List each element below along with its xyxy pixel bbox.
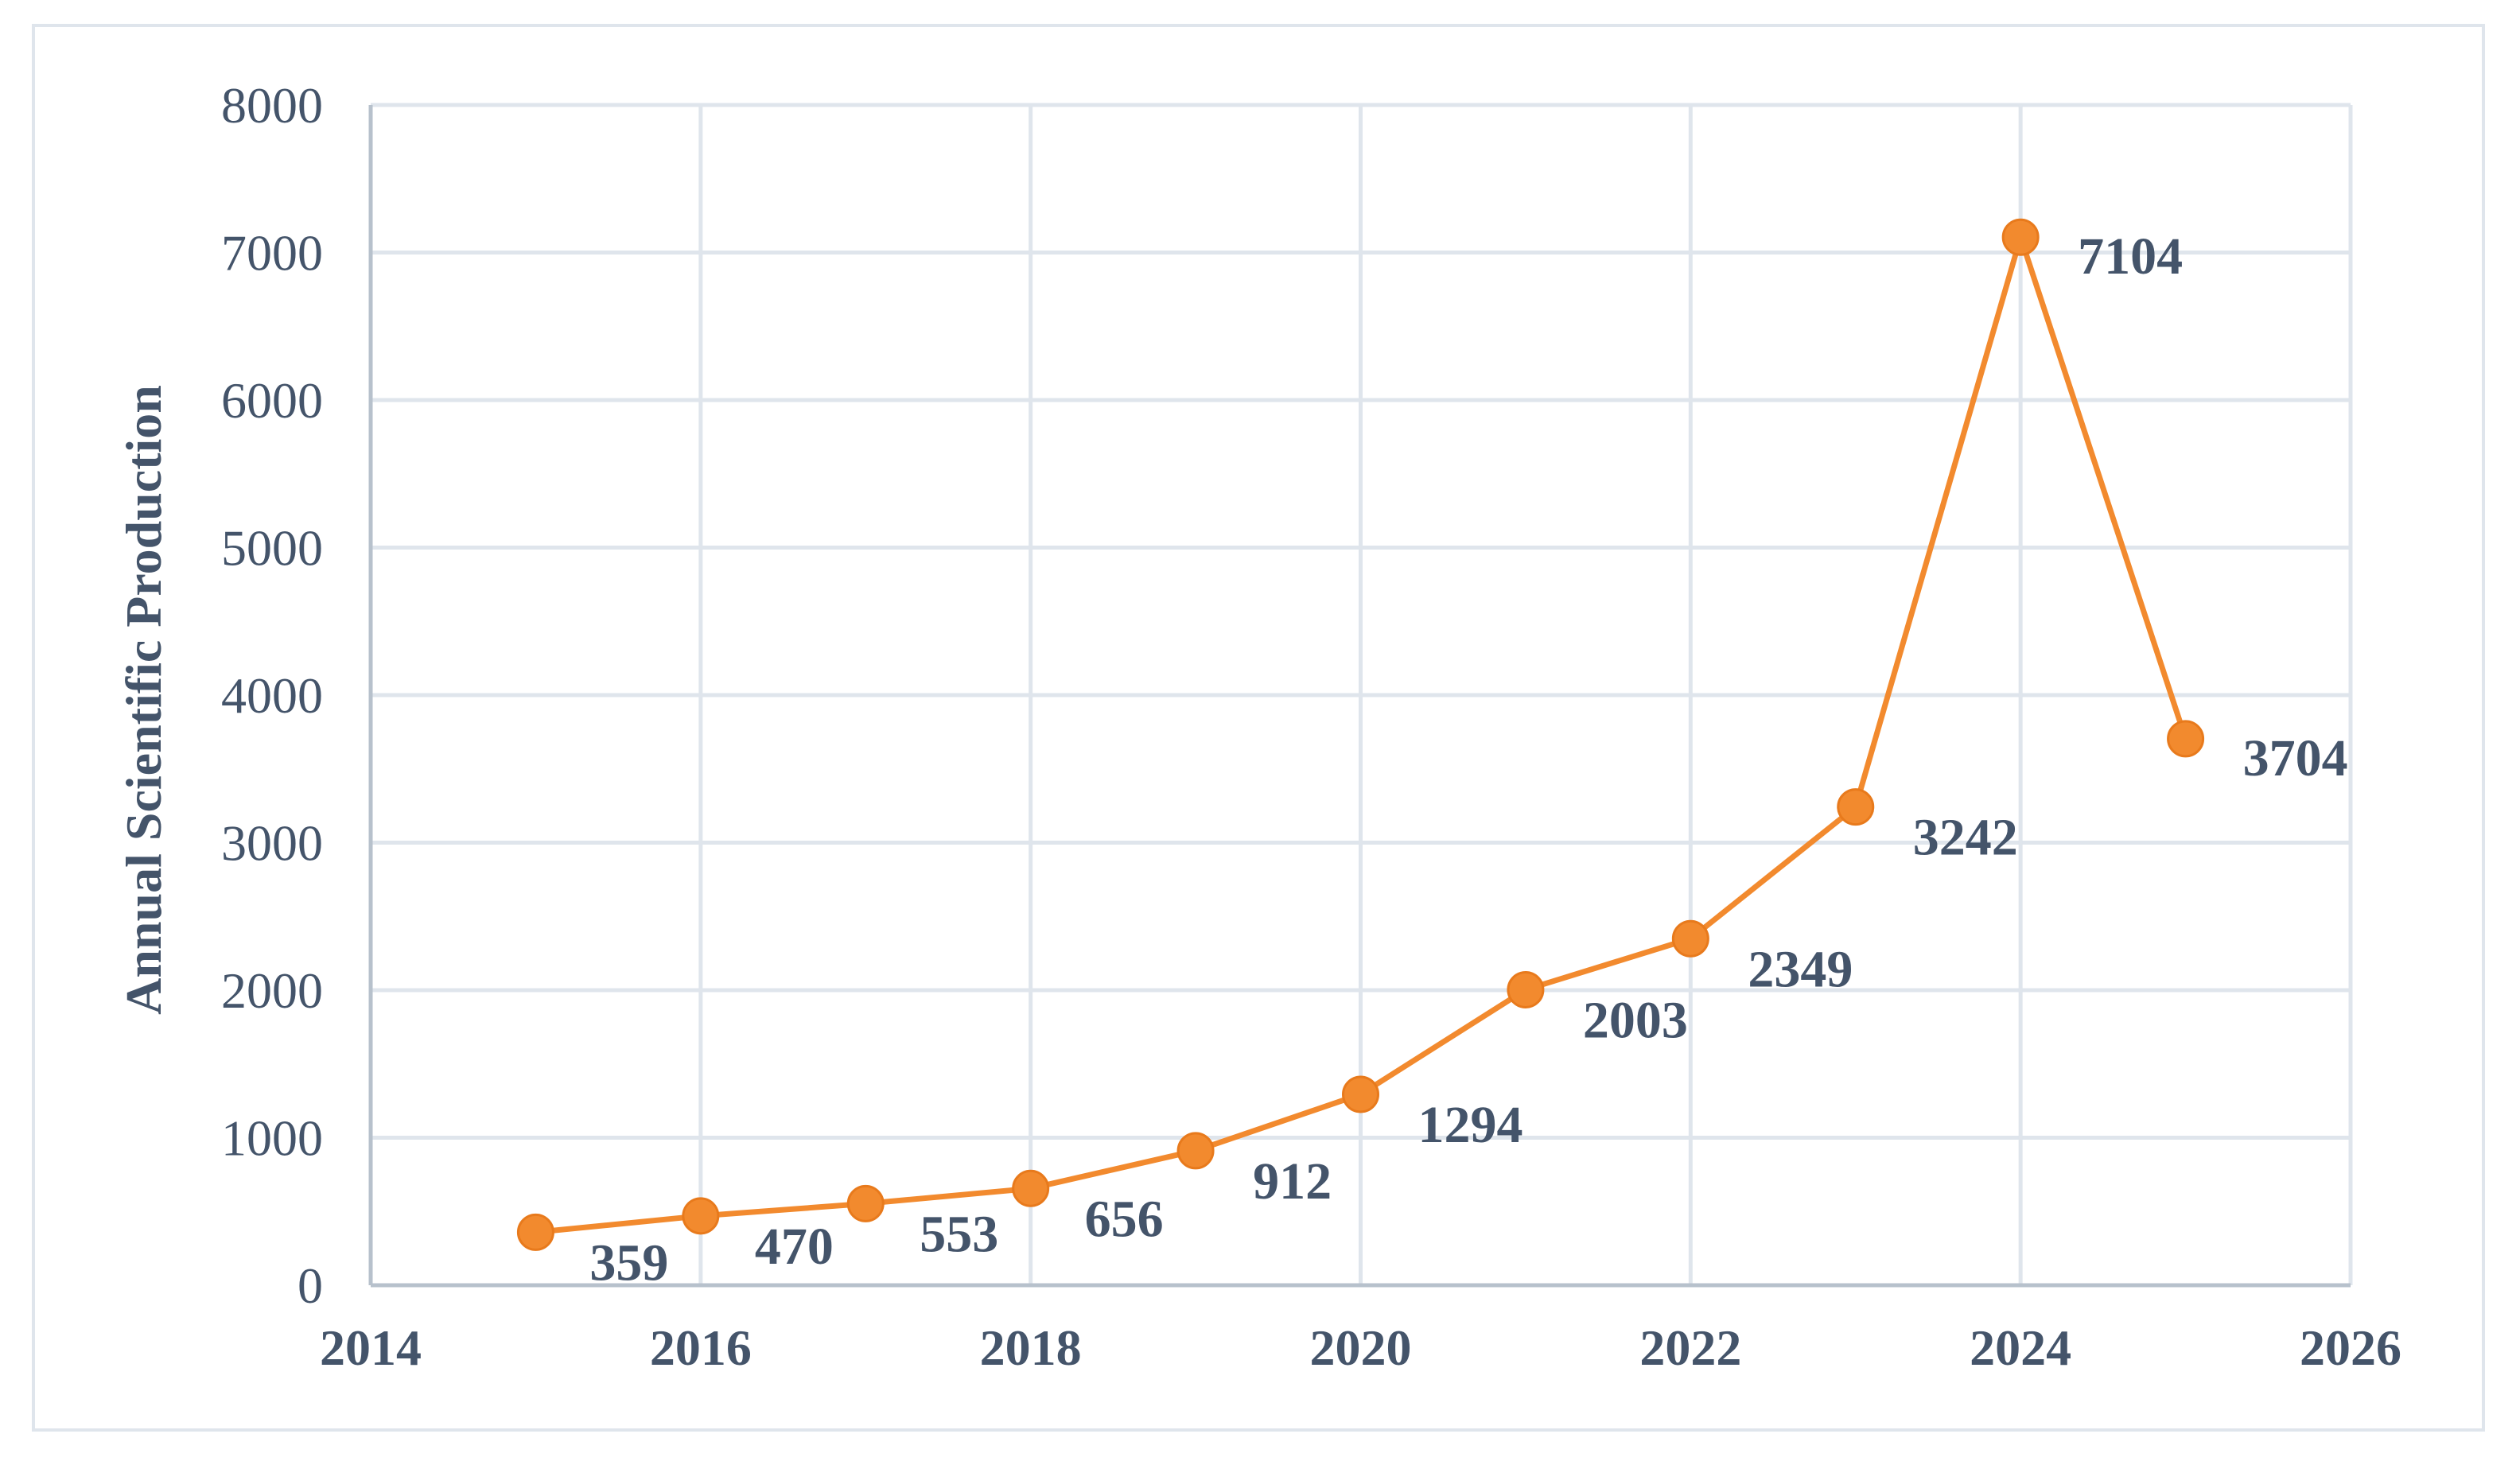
- x-tick-label: 2020: [1310, 1319, 1412, 1376]
- data-label: 2349: [1748, 940, 1853, 998]
- y-tick-label: 1000: [221, 1110, 323, 1167]
- data-point[interactable]: [2001, 218, 2040, 256]
- data-label: 2003: [1583, 991, 1688, 1049]
- data-point[interactable]: [846, 1184, 885, 1222]
- y-tick-label: 4000: [221, 667, 323, 724]
- y-tick-label: 6000: [221, 372, 323, 429]
- data-point[interactable]: [1507, 970, 1545, 1008]
- data-label: 359: [589, 1234, 668, 1292]
- data-label: 3704: [2243, 729, 2348, 787]
- y-tick-label: 8000: [221, 77, 323, 134]
- data-label: 470: [755, 1218, 834, 1276]
- axes: [368, 105, 2351, 1288]
- data-point[interactable]: [1671, 919, 1709, 958]
- data-label: 1294: [1418, 1096, 1523, 1154]
- x-tick-label: 2016: [650, 1319, 752, 1376]
- data-point[interactable]: [1176, 1132, 1215, 1170]
- chart-frame: [32, 24, 2485, 1432]
- tick-labels: 0 1000 2000 3000 4000 5000 6000 7000 8000 2014 201…: [221, 77, 2401, 1376]
- y-tick-label: 0: [298, 1257, 323, 1314]
- data-label: 3242: [1913, 809, 2018, 867]
- x-tick-label: 2022: [1639, 1319, 1741, 1376]
- data-label: 553: [920, 1205, 998, 1263]
- data-label: 7104: [2078, 227, 2183, 286]
- data-label: 912: [1253, 1152, 1332, 1210]
- y-tick-label: 3000: [221, 815, 323, 872]
- y-tick-label: 2000: [221, 962, 323, 1019]
- data-point[interactable]: [1342, 1075, 1379, 1113]
- x-tick-label: 2014: [320, 1319, 422, 1376]
- data-point[interactable]: [516, 1213, 554, 1251]
- series: [516, 218, 2205, 1251]
- y-tick-label: 5000: [221, 520, 323, 577]
- data-point[interactable]: [1012, 1169, 1050, 1207]
- data-labels: 359 470 553 656 912 1294 2003 2349 3242 7104 3704: [589, 227, 2347, 1292]
- data-point[interactable]: [2167, 720, 2205, 758]
- x-tick-label: 2026: [2300, 1319, 2401, 1376]
- x-tick-label: 2018: [980, 1319, 1082, 1376]
- y-tick-label: 7000: [221, 225, 323, 282]
- y-axis-title: Annual Scientific Production: [115, 385, 172, 1015]
- data-point[interactable]: [682, 1197, 720, 1235]
- data-label: 656: [1085, 1190, 1164, 1248]
- x-tick-label: 2024: [1970, 1319, 2071, 1376]
- data-point[interactable]: [1837, 788, 1875, 826]
